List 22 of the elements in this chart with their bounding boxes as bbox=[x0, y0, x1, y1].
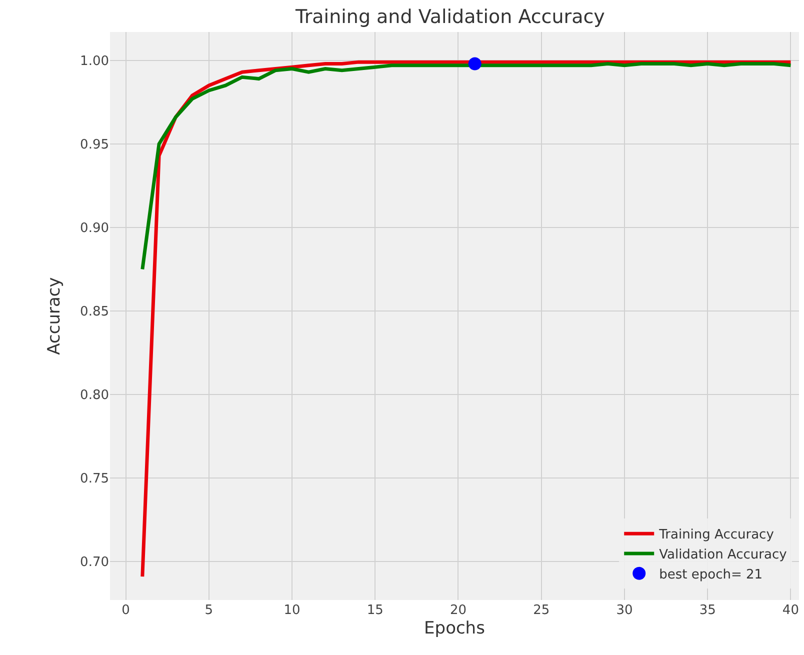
x-tick-label: 30 bbox=[616, 603, 633, 618]
x-tick-label: 10 bbox=[284, 603, 300, 618]
x-axis-title: Epochs bbox=[424, 618, 486, 638]
legend-label: Training Accuracy bbox=[658, 528, 774, 543]
legend-label: best epoch= 21 bbox=[659, 567, 763, 582]
x-tick-label: 0 bbox=[122, 603, 130, 618]
y-tick-label: 0.75 bbox=[80, 472, 109, 487]
y-tick-label: 0.90 bbox=[80, 221, 109, 236]
y-tick-label: 0.80 bbox=[80, 388, 109, 404]
x-tick-label: 40 bbox=[782, 603, 799, 618]
x-tick-label: 20 bbox=[450, 603, 467, 618]
y-tick-label: 0.85 bbox=[80, 304, 109, 320]
y-tick-label: 0.70 bbox=[80, 555, 109, 570]
y-axis-title: Accuracy bbox=[44, 277, 65, 355]
x-tick-label: 15 bbox=[366, 603, 384, 618]
x-tick-label: 35 bbox=[699, 603, 716, 618]
chart-title: Training and Validation Accuracy bbox=[294, 6, 605, 28]
x-tick-label: 25 bbox=[533, 603, 550, 618]
y-tick-label: 0.95 bbox=[80, 137, 109, 152]
x-tick-label: 5 bbox=[204, 603, 214, 618]
legend-label: Validation Accuracy bbox=[659, 548, 788, 563]
y-tick-label: 1.00 bbox=[80, 54, 109, 69]
